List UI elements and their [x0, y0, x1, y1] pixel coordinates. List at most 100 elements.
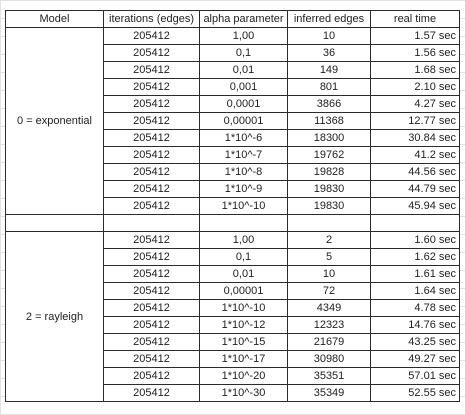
real-time-cell[interactable]: 30.84 sec [370, 129, 460, 147]
iterations-cell[interactable]: 205412 [103, 316, 200, 334]
alpha-cell[interactable]: 0,0001 [199, 95, 288, 113]
real-time-cell[interactable]: 57.01 sec [370, 367, 460, 385]
alpha-cell[interactable]: 0,00001 [199, 282, 288, 300]
real-time-cell[interactable]: 1.64 sec [370, 282, 460, 300]
real-time-cell[interactable]: 12.77 sec [370, 112, 460, 130]
alpha-cell[interactable]: 1,00 [199, 231, 288, 249]
alpha-cell[interactable]: 0,01 [199, 61, 288, 79]
separator-cell[interactable] [287, 214, 371, 232]
iterations-cell[interactable]: 205412 [103, 129, 200, 147]
alpha-cell[interactable]: 1*10^-6 [199, 129, 288, 147]
iterations-cell[interactable]: 205412 [103, 95, 200, 113]
inferred-edges-cell[interactable]: 18300 [287, 129, 371, 147]
alpha-cell[interactable]: 1*10^-20 [199, 367, 288, 385]
inferred-edges-cell[interactable]: 19762 [287, 146, 371, 164]
iterations-cell[interactable]: 205412 [103, 231, 200, 249]
alpha-cell[interactable]: 0,1 [199, 248, 288, 266]
alpha-cell[interactable]: 1*10^-17 [199, 350, 288, 368]
alpha-cell[interactable]: 1*10^-10 [199, 197, 288, 215]
real-time-cell[interactable]: 1.57 sec [370, 27, 460, 45]
alpha-cell[interactable]: 1*10^-12 [199, 316, 288, 334]
inferred-edges-cell[interactable]: 19830 [287, 180, 371, 198]
inferred-edges-cell[interactable]: 36 [287, 44, 371, 62]
header-iterations[interactable]: iterations (edges) [103, 10, 200, 28]
real-time-cell[interactable]: 4.27 sec [370, 95, 460, 113]
iterations-cell[interactable]: 205412 [103, 282, 200, 300]
inferred-edges-cell[interactable]: 5 [287, 248, 371, 266]
iterations-cell[interactable]: 205412 [103, 112, 200, 130]
table-row: 205412 1*10^-10 19830 45.94 sec [6, 197, 460, 215]
iterations-cell[interactable]: 205412 [103, 146, 200, 164]
real-time-cell[interactable]: 14.76 sec [370, 316, 460, 334]
separator-cell[interactable] [5, 214, 104, 232]
real-time-cell[interactable]: 4.78 sec [370, 299, 460, 317]
iterations-cell[interactable]: 205412 [103, 350, 200, 368]
inferred-edges-cell[interactable]: 35349 [287, 384, 371, 402]
inferred-edges-cell[interactable]: 2 [287, 231, 371, 249]
real-time-cell[interactable]: 2.10 sec [370, 78, 460, 96]
real-time-cell[interactable]: 44.56 sec [370, 163, 460, 181]
real-time-cell[interactable]: 1.61 sec [370, 265, 460, 283]
inferred-edges-cell[interactable]: 12323 [287, 316, 371, 334]
iterations-cell[interactable]: 205412 [103, 248, 200, 266]
alpha-cell[interactable]: 1,00 [199, 27, 288, 45]
real-time-cell[interactable]: 1.68 sec [370, 61, 460, 79]
real-time-cell[interactable]: 52.55 sec [370, 384, 460, 402]
model-cell[interactable]: 0 = exponential [5, 27, 104, 215]
real-time-cell[interactable]: 49.27 sec [370, 350, 460, 368]
table-row: 2 = rayleigh 205412 1,00 2 1.60 sec [5, 231, 460, 402]
separator-cell[interactable] [199, 214, 288, 232]
alpha-cell[interactable]: 1*10^-15 [199, 333, 288, 351]
alpha-cell[interactable]: 0,1 [199, 44, 288, 62]
separator-cell[interactable] [370, 214, 460, 232]
alpha-cell[interactable]: 1*10^-10 [199, 299, 288, 317]
inferred-edges-cell[interactable]: 19830 [287, 197, 371, 215]
inferred-edges-cell[interactable]: 21679 [287, 333, 371, 351]
header-real-time[interactable]: real time [370, 10, 460, 28]
inferred-edges-cell[interactable]: 30980 [287, 350, 371, 368]
header-inferred-edges[interactable]: inferred edges [287, 10, 371, 28]
iterations-cell[interactable]: 205412 [103, 299, 200, 317]
real-time-cell[interactable]: 43.25 sec [370, 333, 460, 351]
iterations-cell[interactable]: 205412 [103, 367, 200, 385]
inferred-edges-cell[interactable]: 149 [287, 61, 371, 79]
inferred-edges-cell[interactable]: 801 [287, 78, 371, 96]
iterations-cell[interactable]: 205412 [103, 61, 200, 79]
header-model[interactable]: Model [5, 10, 104, 28]
alpha-cell[interactable]: 1*10^-7 [199, 146, 288, 164]
iterations-cell[interactable]: 205412 [103, 384, 200, 402]
iterations-cell[interactable]: 205412 [103, 78, 200, 96]
inferred-edges-cell[interactable]: 10 [287, 265, 371, 283]
real-time-cell[interactable]: 45.94 sec [370, 197, 460, 215]
iterations-cell[interactable]: 205412 [103, 180, 200, 198]
real-time-cell[interactable]: 1.62 sec [370, 248, 460, 266]
iterations-cell[interactable]: 205412 [103, 27, 200, 45]
separator-cell[interactable] [103, 214, 200, 232]
alpha-cell[interactable]: 0,00001 [199, 112, 288, 130]
alpha-cell[interactable]: 0,01 [199, 265, 288, 283]
inferred-edges-cell[interactable]: 72 [287, 282, 371, 300]
alpha-cell[interactable]: 1*10^-8 [199, 163, 288, 181]
inferred-edges-cell[interactable]: 11368 [287, 112, 371, 130]
iterations-cell[interactable]: 205412 [103, 163, 200, 181]
inferred-edges-cell[interactable]: 10 [287, 27, 371, 45]
inferred-edges-cell[interactable]: 35351 [287, 367, 371, 385]
real-time-cell[interactable]: 44.79 sec [370, 180, 460, 198]
iterations-cell[interactable]: 205412 [103, 197, 200, 215]
real-time-cell[interactable]: 41.2 sec [370, 146, 460, 164]
real-time-cell[interactable]: 1.56 sec [370, 44, 460, 62]
alpha-cell[interactable]: 1*10^-30 [199, 384, 288, 402]
alpha-cell[interactable]: 0,001 [199, 78, 288, 96]
table-row: 205412 0,00001 72 1.64 sec [6, 282, 460, 300]
inferred-edges-cell[interactable]: 19828 [287, 163, 371, 181]
model-cell[interactable]: 2 = rayleigh [5, 231, 104, 402]
header-alpha[interactable]: alpha parameter [199, 10, 288, 28]
iterations-cell[interactable]: 205412 [103, 44, 200, 62]
inferred-edges-cell[interactable]: 3866 [287, 95, 371, 113]
iterations-cell[interactable]: 205412 [103, 265, 200, 283]
alpha-cell[interactable]: 1*10^-9 [199, 180, 288, 198]
inferred-edges-cell[interactable]: 4349 [287, 299, 371, 317]
group-separator-row [5, 214, 460, 232]
real-time-cell[interactable]: 1.60 sec [370, 231, 460, 249]
iterations-cell[interactable]: 205412 [103, 333, 200, 351]
